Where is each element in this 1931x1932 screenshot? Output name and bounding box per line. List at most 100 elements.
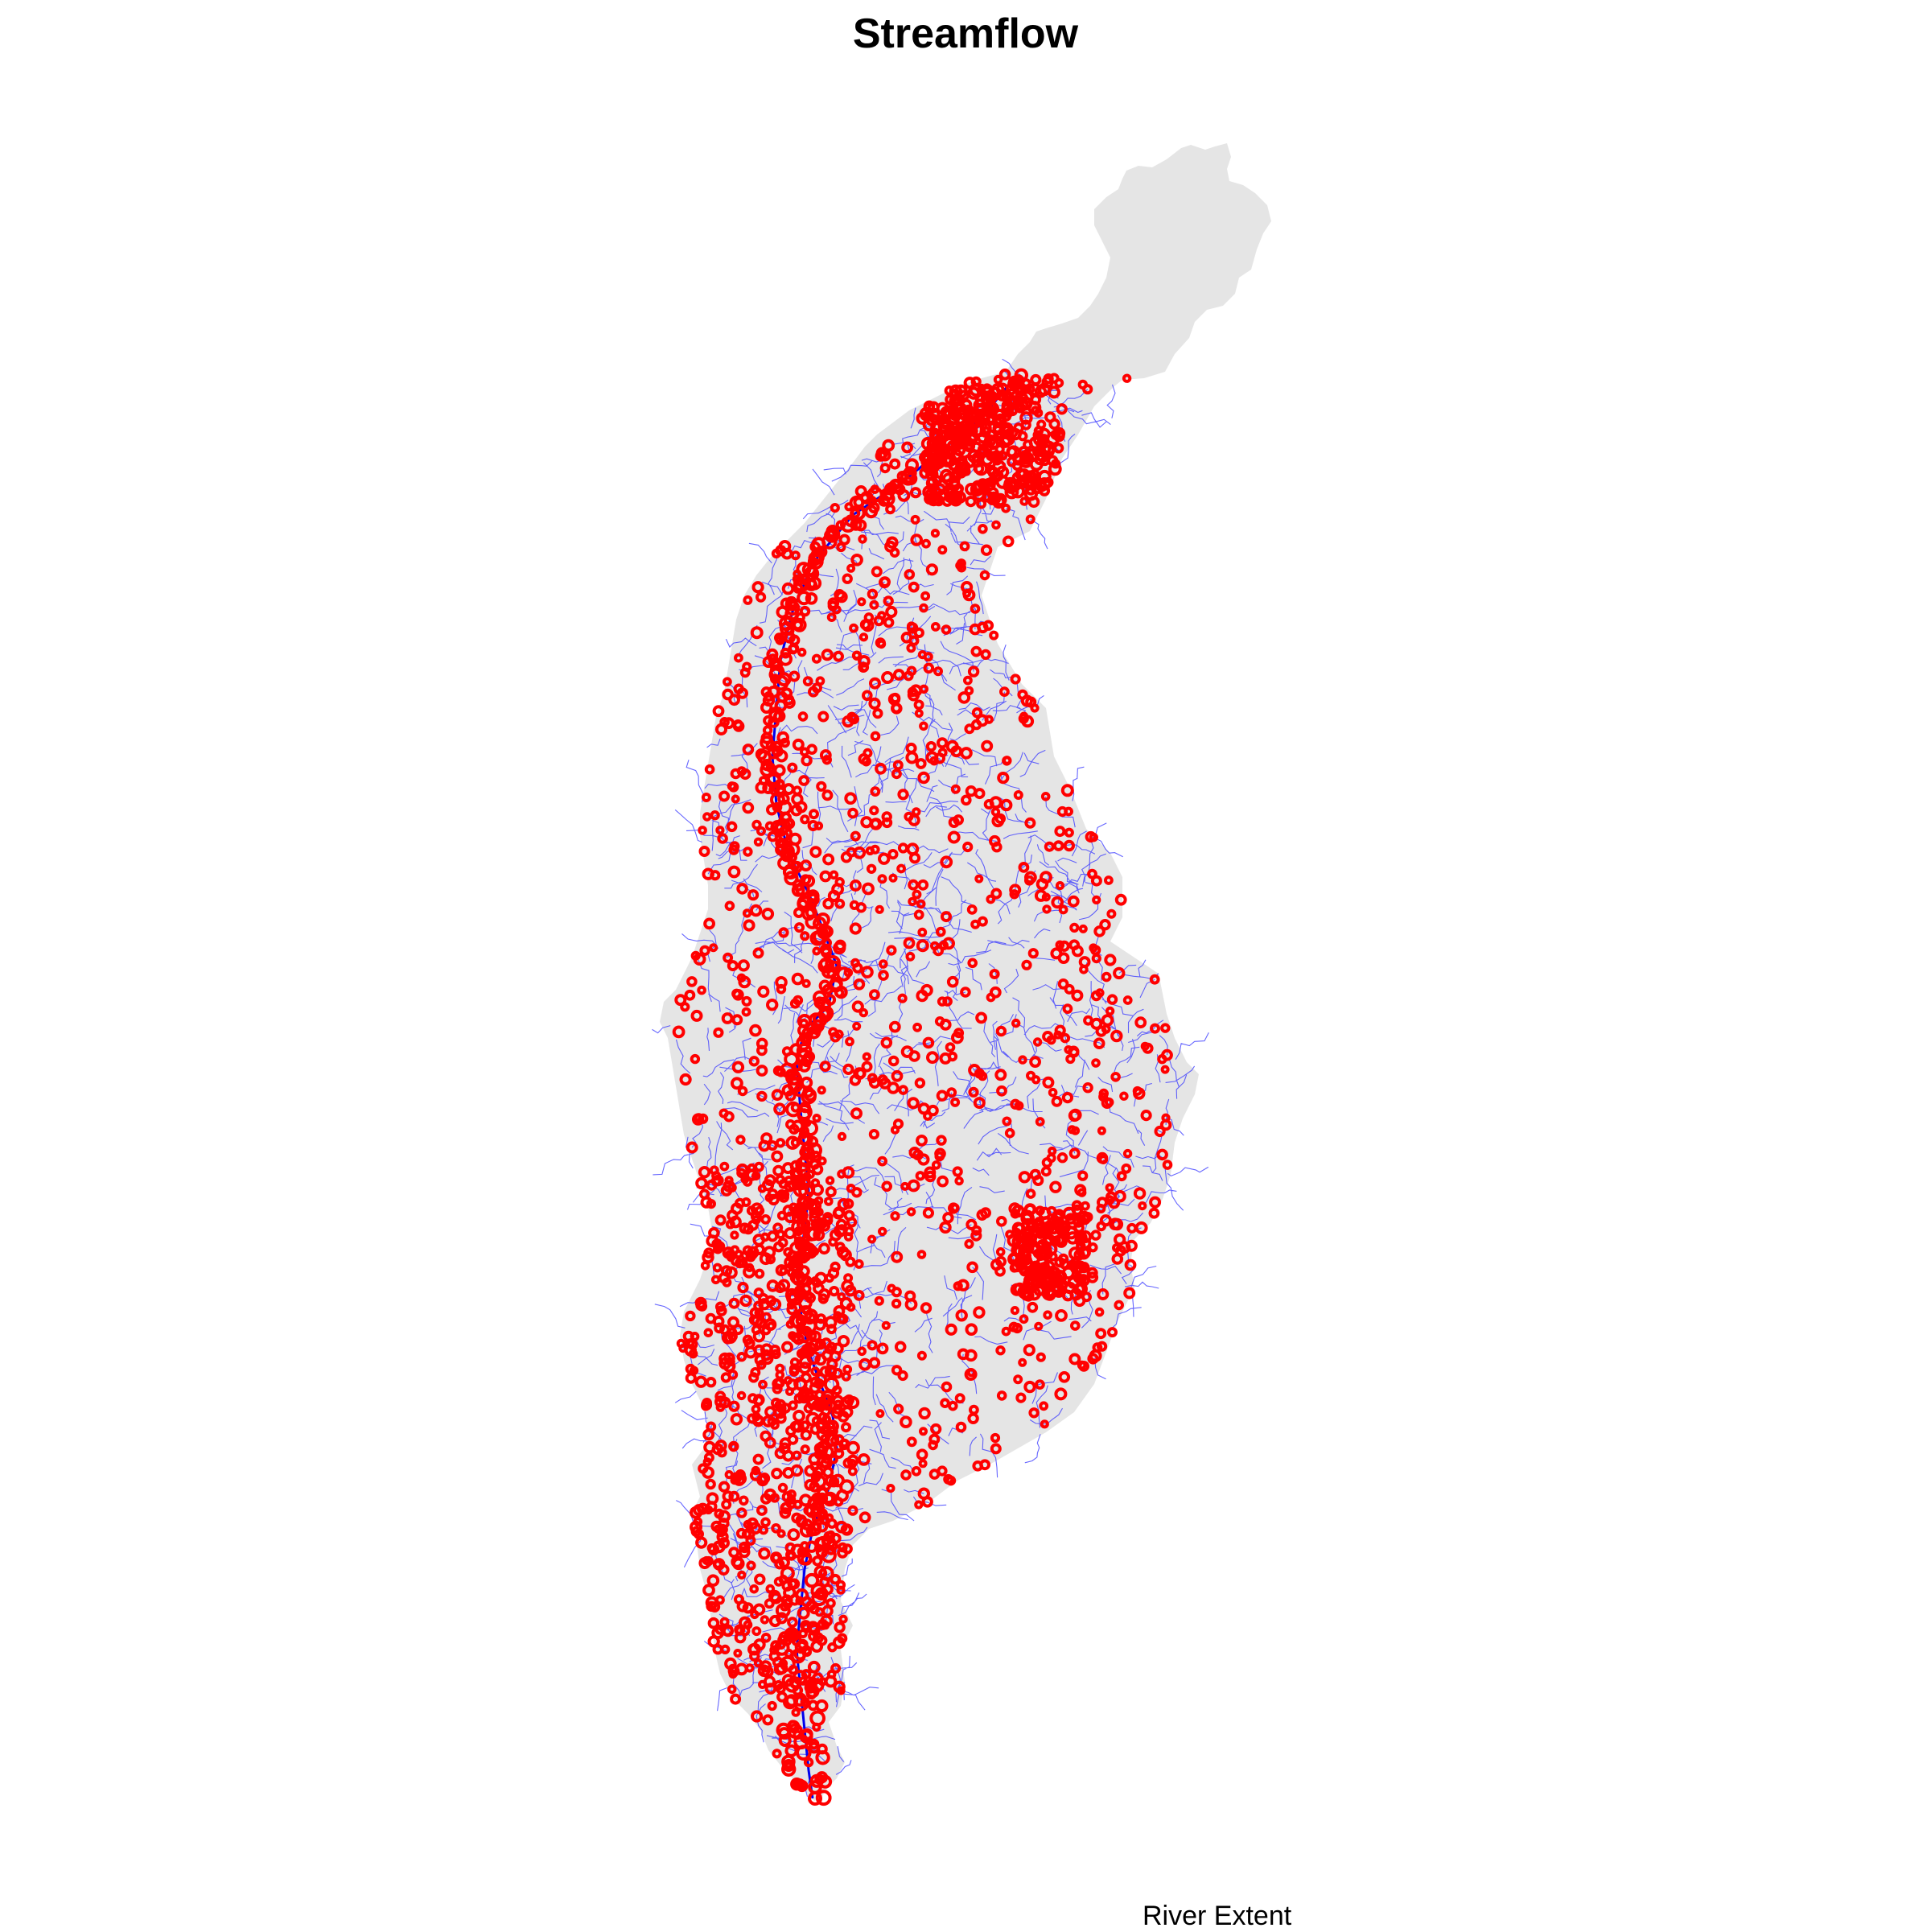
streamflow-point <box>759 1473 771 1485</box>
streamflow-point <box>871 566 883 578</box>
streamflow-point <box>1064 827 1074 838</box>
streamflow-point <box>846 711 858 723</box>
streamflow-point <box>743 847 753 857</box>
streamflow-point <box>742 801 755 814</box>
streamflow-point <box>951 1031 964 1044</box>
streamflow-point <box>817 1510 827 1521</box>
streamflow-point <box>1027 1301 1039 1313</box>
streamflow-point <box>1071 989 1084 1002</box>
streamflow-point <box>971 1225 982 1236</box>
streamflow-point <box>1051 1096 1063 1107</box>
streamflow-point <box>813 1318 827 1331</box>
streamflow-point <box>758 1679 768 1689</box>
streamflow-point <box>933 666 943 677</box>
streamflow-point <box>741 1529 752 1539</box>
streamflow-point <box>690 1053 701 1065</box>
streamflow-point <box>1052 840 1064 851</box>
streamflow-point <box>714 1241 726 1252</box>
streamflow-point <box>1056 403 1068 415</box>
streamflow-point <box>811 1183 825 1197</box>
streamflow-point <box>826 1544 837 1555</box>
streamflow-point <box>1068 1108 1082 1122</box>
streamflow-point <box>1097 1341 1108 1352</box>
streamflow-point <box>1077 379 1089 390</box>
streamflow-point <box>800 1697 810 1707</box>
streamflow-point <box>965 1323 978 1336</box>
streamflow-point <box>793 1409 805 1423</box>
streamflow-point <box>877 1155 887 1167</box>
streamflow-point <box>836 542 846 553</box>
streamflow-point <box>1058 940 1070 952</box>
streamflow-point <box>736 1507 747 1518</box>
streamflow-point <box>724 1176 734 1185</box>
streamflow-point <box>793 620 804 631</box>
streamflow-point <box>1161 1113 1171 1123</box>
streamflow-point <box>906 1207 916 1217</box>
streamflow-point <box>1073 1249 1085 1261</box>
streamflow-point <box>830 1032 841 1043</box>
streamflow-point <box>780 1502 793 1515</box>
streamflow-point <box>897 789 909 801</box>
streamflow-point <box>728 1400 740 1412</box>
streamflow-point <box>707 1617 720 1629</box>
streamflow-point <box>805 1540 818 1553</box>
streamflow-point <box>1042 904 1052 914</box>
streamflow-point <box>830 1662 842 1674</box>
streamflow-point <box>796 1104 813 1120</box>
streamflow-point <box>722 1490 734 1502</box>
streamflow-point <box>1018 1055 1027 1065</box>
streamflow-point <box>776 1230 786 1240</box>
streamflow-point <box>812 1555 823 1567</box>
streamflow-point <box>1099 919 1111 931</box>
streamflow-point <box>922 1036 935 1049</box>
streamflow-point <box>769 1345 781 1356</box>
streamflow-point <box>703 1555 714 1567</box>
streamflow-point <box>800 1547 809 1557</box>
streamflow-point <box>834 987 845 999</box>
streamflow-point <box>854 485 867 497</box>
streamflow-point <box>1161 1048 1173 1061</box>
streamflow-point <box>930 622 941 632</box>
streamflow-point <box>850 830 861 842</box>
streamflow-point <box>930 1423 942 1436</box>
streamflow-point <box>824 1316 838 1329</box>
streamflow-point <box>890 692 901 704</box>
streamflow-point <box>920 1302 933 1314</box>
streamflow-point <box>815 1421 826 1431</box>
streamflow-point <box>917 1153 930 1166</box>
streamflow-point <box>834 589 846 601</box>
streamflow-point <box>736 1168 747 1179</box>
streamflow-point <box>867 1340 878 1351</box>
streamflow-point <box>929 414 940 424</box>
streamflow-point <box>737 959 750 972</box>
streamflow-point <box>1034 385 1048 398</box>
streamflow-point <box>803 1226 819 1242</box>
streamflow-point <box>710 1520 723 1532</box>
streamflow-point <box>846 1396 860 1409</box>
streamflow-point <box>1063 839 1076 852</box>
streamflow-point <box>781 582 795 595</box>
streamflow-point <box>1036 434 1048 444</box>
streamflow-point <box>828 1476 840 1488</box>
streamflow-point <box>760 701 773 714</box>
streamflow-point <box>994 492 1007 507</box>
streamflow-point <box>828 1454 838 1464</box>
streamflow-point <box>1019 384 1031 395</box>
streamflow-point <box>847 807 858 819</box>
streamflow-point <box>750 1210 762 1222</box>
streamflow-point <box>1023 1344 1035 1357</box>
streamflow-point <box>762 1714 774 1726</box>
streamflow-point <box>788 643 800 654</box>
streamflow-point <box>999 686 1010 697</box>
streamflow-point <box>814 1373 827 1386</box>
streamflow-point <box>737 1282 749 1294</box>
streamflow-point <box>728 1440 739 1452</box>
streamflow-point <box>927 1104 939 1117</box>
streamflow-point <box>910 514 920 525</box>
streamflow-point <box>916 1350 927 1361</box>
streamflow-point <box>909 487 922 499</box>
streamflow-point <box>686 976 698 987</box>
streamflow-point <box>849 623 858 633</box>
streamflow-point <box>1040 1275 1052 1287</box>
streamflow-point <box>817 711 830 723</box>
